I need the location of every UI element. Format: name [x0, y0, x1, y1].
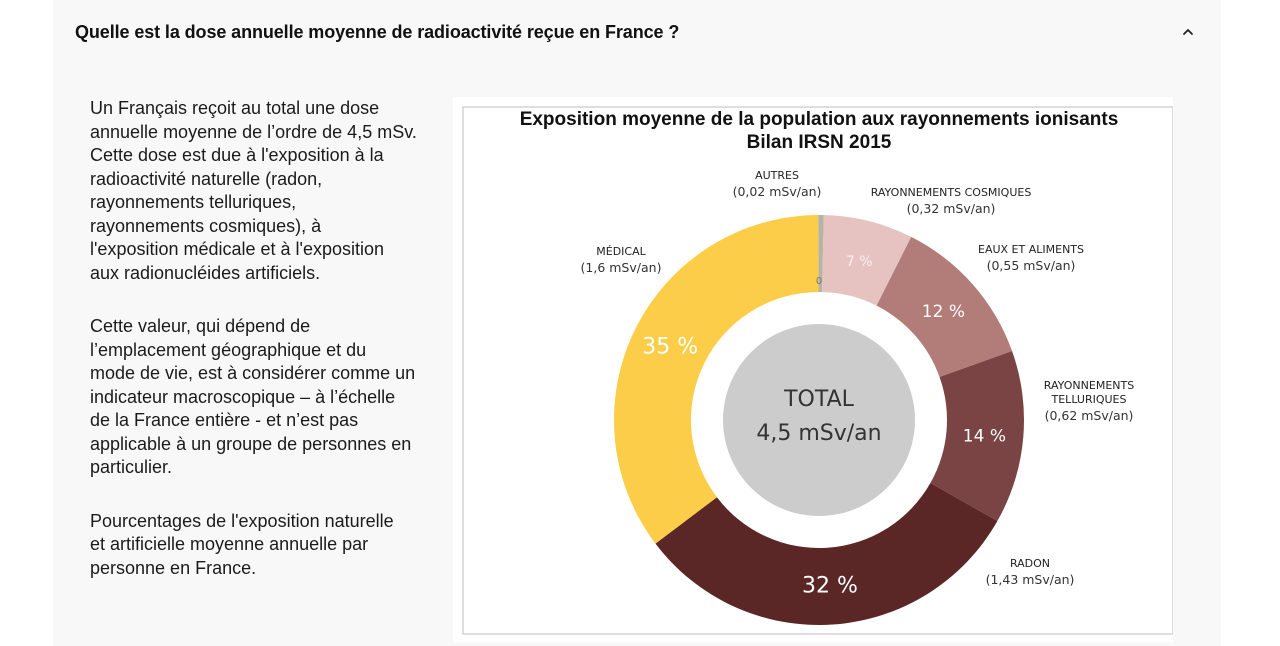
slice-percent-label: 7 %: [846, 254, 873, 270]
chart-image-frame: Exposition moyenne de la population aux …: [453, 97, 1173, 642]
answer-line: Pourcentages de l'exposition naturelle: [90, 510, 394, 531]
slice-category-label: AUTRES: [755, 169, 799, 182]
answer-line: Cette dose est due à l'exposition à la: [90, 145, 384, 165]
answer-line: personne en France.: [90, 557, 257, 578]
chart-title: Exposition moyenne de la population aux …: [520, 109, 1119, 130]
center-total-label: TOTAL: [783, 387, 855, 412]
slice-value-label: (1,43 mSv/an): [986, 572, 1075, 587]
slice-value-label: (0,32 mSv/an): [907, 201, 996, 216]
slice-percent-label: 32 %: [802, 574, 858, 599]
answer-line: applicable à un groupe de personnes en: [90, 433, 412, 454]
answer-line: annuelle moyenne de l’ordre de 4,5 mSv.: [90, 121, 417, 142]
zero-tick-label: 0: [816, 276, 822, 287]
answer-line: rayonnements telluriques,: [90, 192, 297, 212]
center-total-value: 4,5 mSv/an: [756, 421, 881, 446]
labels-layer: AUTRES (0,02 mSv/an) 7 % RAYONNEMENTS COSMI…: [581, 169, 1135, 599]
slice-value-label: (0,62 mSv/an): [1045, 408, 1134, 423]
answer-line: aux radionucléides artificiels.: [90, 262, 321, 283]
answer-line: de la France entière - et n’est pas: [90, 410, 359, 430]
answer-paragraph-3: Pourcentages de l'exposition naturelle et…: [90, 510, 450, 581]
slice-percent-label: 35 %: [642, 334, 698, 359]
answer-line: l’emplacement géographique et du: [90, 339, 367, 360]
slice-percent-label: 12 %: [922, 302, 965, 322]
faq-panel: Quelle est la dose annuelle moyenne de r…: [53, 0, 1221, 646]
answer-line: et artificielle moyenne annuelle par: [90, 534, 369, 554]
donut-slice-radon: [655, 483, 998, 625]
donut-slice-médical: [614, 215, 819, 544]
slice-value-label: (1,6 mSv/an): [581, 260, 662, 275]
answer-line: rayonnements cosmiques), à: [90, 215, 322, 236]
donut-slice-rayonnements-telluriques: [930, 351, 1024, 521]
slice-percent-label: 14 %: [963, 426, 1006, 446]
donut-slice-autres: [818, 215, 824, 293]
slice-category-label: TELLURIQUES: [1051, 393, 1127, 406]
slice-value-label: (0,02 mSv/an): [733, 184, 822, 199]
slice-category-label: RAYONNEMENTS: [1044, 379, 1134, 392]
answer-paragraph-1: Un Français reçoit au total une dose annu…: [90, 97, 450, 285]
chevron-up-icon[interactable]: [1181, 25, 1195, 39]
faq-question-header[interactable]: Quelle est la dose annuelle moyenne de r…: [53, 0, 1221, 64]
donut-chart: Exposition moyenne de la population aux …: [462, 106, 1173, 635]
donut-slice-eaux-et-aliments: [876, 236, 1013, 377]
answer-line: radioactivité naturelle (radon,: [90, 168, 323, 189]
slice-category-label: MÉDICAL: [596, 245, 646, 258]
center-total-disc: [723, 324, 915, 516]
slice-category-label: RADON: [1010, 557, 1050, 570]
answer-paragraph-2: Cette valeur, qui dépend de l’emplacement…: [90, 315, 450, 480]
faq-answer-text: Un Français reçoit au total une dose annu…: [90, 97, 450, 610]
answer-line: indicateur macroscopique – à l’échelle: [90, 386, 396, 407]
slice-category-label: EAUX ET ALIMENTS: [978, 243, 1084, 256]
answer-line: Cette valeur, qui dépend de: [90, 316, 311, 336]
donut-slice-rayonnements-cosmiques: [822, 215, 912, 306]
slice-category-label: RAYONNEMENTS COSMIQUES: [871, 186, 1032, 199]
slice-value-label: (0,55 mSv/an): [987, 258, 1076, 273]
slices-layer: [614, 215, 1024, 625]
answer-line: Un Français reçoit au total une dose: [90, 98, 380, 118]
faq-question-title: Quelle est la dose annuelle moyenne de r…: [75, 22, 680, 42]
answer-line: particulier.: [90, 457, 173, 477]
answer-line: mode de vie, est à considérer comme un: [90, 363, 416, 383]
chart-subtitle: Bilan IRSN 2015: [747, 132, 892, 153]
answer-line: l'exposition médicale et à l'exposition: [90, 239, 385, 259]
